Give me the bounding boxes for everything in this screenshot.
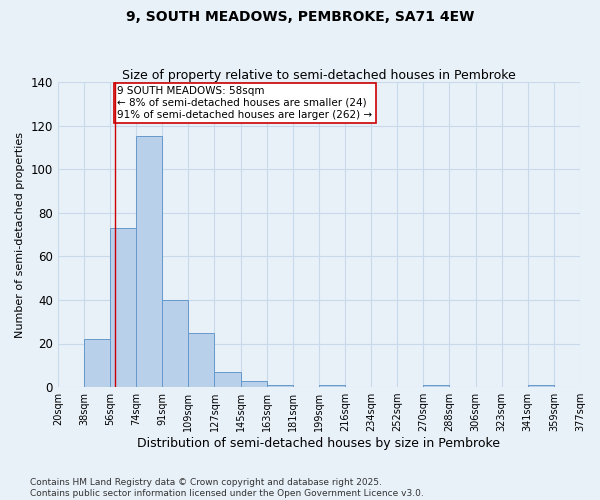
Text: Contains HM Land Registry data © Crown copyright and database right 2025.
Contai: Contains HM Land Registry data © Crown c… bbox=[30, 478, 424, 498]
Bar bbox=[188, 332, 214, 387]
Bar bbox=[241, 380, 266, 387]
Text: 9 SOUTH MEADOWS: 58sqm
← 8% of semi-detached houses are smaller (24)
91% of semi: 9 SOUTH MEADOWS: 58sqm ← 8% of semi-deta… bbox=[118, 86, 373, 120]
Bar bbox=[214, 372, 241, 387]
Bar bbox=[110, 228, 136, 387]
Text: 9, SOUTH MEADOWS, PEMBROKE, SA71 4EW: 9, SOUTH MEADOWS, PEMBROKE, SA71 4EW bbox=[126, 10, 474, 24]
X-axis label: Distribution of semi-detached houses by size in Pembroke: Distribution of semi-detached houses by … bbox=[137, 437, 500, 450]
Bar bbox=[162, 300, 188, 387]
Bar bbox=[266, 385, 293, 387]
Bar bbox=[84, 339, 110, 387]
Title: Size of property relative to semi-detached houses in Pembroke: Size of property relative to semi-detach… bbox=[122, 69, 516, 82]
Bar bbox=[424, 385, 449, 387]
Bar bbox=[319, 385, 345, 387]
Bar bbox=[528, 385, 554, 387]
Bar bbox=[136, 136, 162, 387]
Y-axis label: Number of semi-detached properties: Number of semi-detached properties bbox=[15, 132, 25, 338]
